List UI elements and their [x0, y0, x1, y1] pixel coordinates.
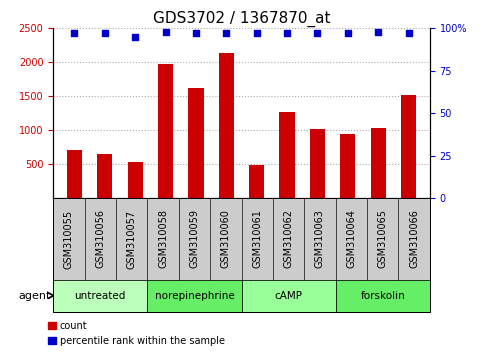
Text: GSM310060: GSM310060 — [221, 210, 231, 268]
Text: GSM310061: GSM310061 — [252, 210, 262, 268]
Text: forskolin: forskolin — [360, 291, 405, 301]
Point — [344, 30, 352, 36]
Text: agent: agent — [18, 291, 51, 301]
Bar — [401, 95, 416, 198]
Point — [223, 30, 230, 36]
Text: GSM310057: GSM310057 — [127, 209, 137, 269]
Text: GSM310056: GSM310056 — [95, 210, 105, 268]
Text: norepinephrine: norepinephrine — [155, 291, 234, 301]
Point — [101, 30, 109, 36]
Text: GSM310064: GSM310064 — [346, 210, 356, 268]
Text: untreated: untreated — [74, 291, 126, 301]
Text: GSM310066: GSM310066 — [409, 210, 419, 268]
Title: GDS3702 / 1367870_at: GDS3702 / 1367870_at — [153, 11, 330, 27]
Bar — [280, 112, 295, 198]
Point — [283, 30, 291, 36]
Point — [253, 30, 260, 36]
Text: GSM310065: GSM310065 — [378, 210, 388, 268]
Point — [374, 29, 382, 35]
Bar — [370, 128, 386, 198]
Text: cAMP: cAMP — [275, 291, 302, 301]
Bar — [158, 64, 173, 198]
Text: GSM310055: GSM310055 — [64, 209, 74, 269]
Point — [131, 34, 139, 40]
Point — [162, 29, 170, 35]
Bar — [67, 150, 82, 198]
Bar — [340, 134, 355, 198]
Bar — [310, 129, 325, 198]
Point — [192, 30, 200, 36]
Point — [405, 30, 412, 36]
Text: GSM310062: GSM310062 — [284, 210, 294, 268]
Text: GSM310059: GSM310059 — [189, 210, 199, 268]
Text: GSM310063: GSM310063 — [315, 210, 325, 268]
Bar — [128, 161, 143, 198]
Legend: count, percentile rank within the sample: count, percentile rank within the sample — [48, 321, 225, 346]
Bar — [97, 154, 113, 198]
Bar — [249, 165, 264, 198]
Point — [71, 30, 78, 36]
Bar — [188, 88, 203, 198]
Bar — [219, 53, 234, 198]
Text: GSM310058: GSM310058 — [158, 210, 168, 268]
Point — [313, 30, 321, 36]
